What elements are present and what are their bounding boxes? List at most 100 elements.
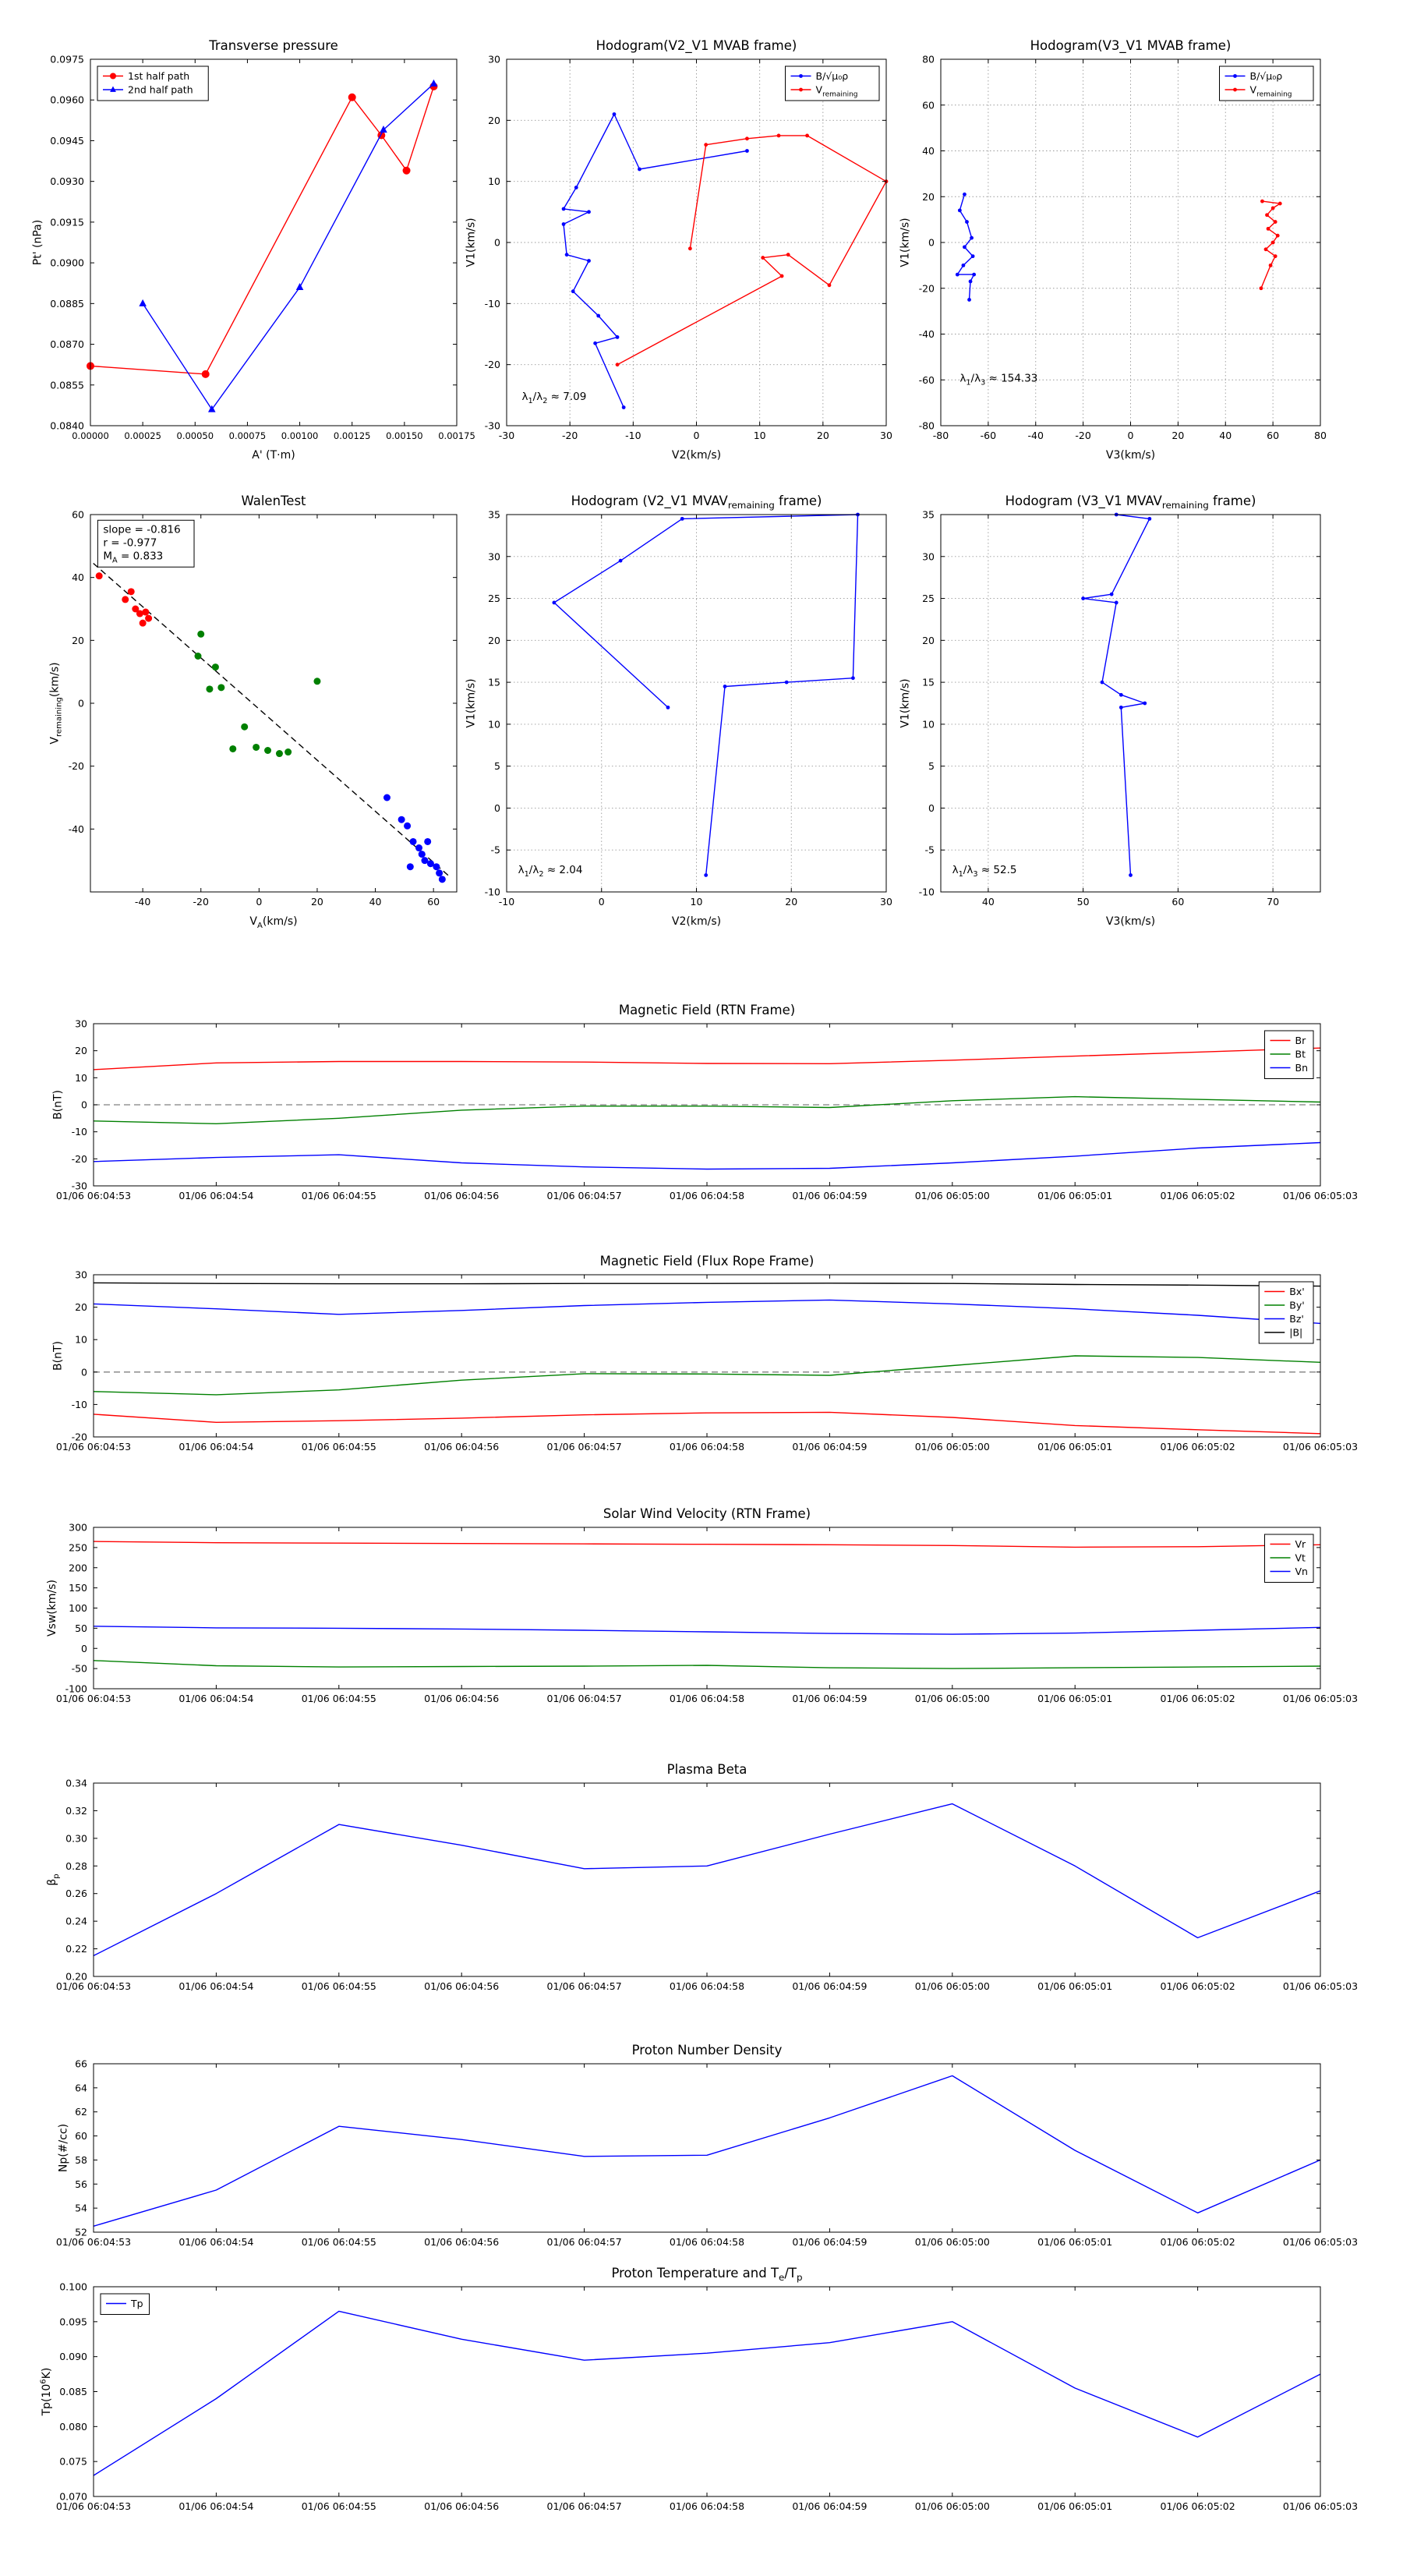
y-axis-label: Np(#/cc) bbox=[58, 2124, 70, 2172]
y-tick-label: -20 bbox=[72, 1431, 87, 1443]
axis-ticks: 01/06 06:04:53 01/06 06:04:54 01/06 06:04:… bbox=[56, 1269, 1358, 1453]
y-tick-label: -40 bbox=[69, 823, 84, 835]
series-first-half-points bbox=[95, 572, 153, 627]
legend-label: By' bbox=[1289, 1300, 1304, 1311]
axis-ticks: -80 -60 -40 -20 0 20 40 60 80 -80 -60 -40 -20 0 20 40 60… bbox=[919, 54, 1327, 442]
y-tick-label: 0.30 bbox=[65, 1832, 87, 1844]
x-tick-label: 30 bbox=[880, 430, 892, 441]
x-tick-label: 01/06 06:04:58 bbox=[670, 1693, 744, 1704]
x-tick-label: 20 bbox=[817, 430, 829, 441]
x-tick-label: 0 bbox=[256, 896, 262, 908]
y-tick-label: 0 bbox=[81, 1366, 87, 1378]
x-tick-label: 20 bbox=[311, 896, 323, 908]
y-tick-label: 20 bbox=[72, 635, 84, 646]
x-tick-label: 20 bbox=[1172, 430, 1184, 441]
y-tick-label: 0.100 bbox=[59, 2281, 87, 2293]
y-tick-label: 0.0975 bbox=[50, 54, 84, 65]
y-tick-label: 0.20 bbox=[65, 1971, 87, 1983]
x-tick-label: 01/06 06:05:02 bbox=[1161, 2236, 1235, 2248]
y-tick-label: 60 bbox=[922, 99, 935, 111]
panel-hodogram-v2v1-mvav: -10 0 10 20 30 -10 -5 0 5 10 15 20 25 30 35 Hodogram (V… bbox=[465, 494, 892, 928]
x-tick-label: 01/06 06:05:02 bbox=[1161, 1693, 1235, 1704]
y-tick-label: 20 bbox=[75, 1301, 87, 1313]
y-tick-label: 0.075 bbox=[59, 2456, 87, 2468]
x-tick-label: 01/06 06:05:01 bbox=[1037, 1441, 1112, 1453]
y-tick-label: 60 bbox=[72, 509, 84, 521]
y-tick-label: -20 bbox=[72, 1153, 87, 1165]
legend-label: Vt bbox=[1295, 1552, 1306, 1564]
x-tick-label: -30 bbox=[499, 430, 514, 441]
x-axis-label: A' (T·m) bbox=[252, 449, 295, 462]
chart-title: Proton Temperature and Te/Tp bbox=[611, 2266, 802, 2283]
x-tick-label: 01/06 06:05:00 bbox=[915, 1190, 990, 1201]
chart-title: Solar Wind Velocity (RTN Frame) bbox=[603, 1506, 811, 1521]
panel-hodogram-v2v1-mvab: -30 -20 -10 0 10 20 30 -30 -20 -10 0 10 20 30 Hodogram… bbox=[465, 38, 892, 462]
x-tick-label: 01/06 06:04:59 bbox=[792, 1980, 867, 1992]
legend: B/√μ₀ρ Vremaining bbox=[785, 65, 880, 101]
x-tick-label: 10 bbox=[754, 430, 766, 441]
y-tick-label: -20 bbox=[485, 359, 500, 370]
x-tick-label: 60 bbox=[1267, 430, 1279, 441]
x-tick-label: 01/06 06:05:00 bbox=[915, 2236, 990, 2248]
x-tick-label: 01/06 06:04:59 bbox=[792, 2236, 867, 2248]
x-tick-label: 01/06 06:05:01 bbox=[1037, 2500, 1112, 2512]
y-tick-label: 40 bbox=[72, 571, 84, 583]
x-tick-label: -20 bbox=[562, 430, 578, 441]
x-tick-label: 0.00025 bbox=[124, 430, 161, 441]
annotation-text: MA = 0.833 bbox=[103, 550, 163, 564]
y-tick-label: 64 bbox=[75, 2082, 87, 2093]
panel-transverse-pressure: 0.00000 0.00025 0.00050 0.00075 0.00100 0.001… bbox=[32, 38, 475, 462]
axis-ticks: 40 50 60 70 -10 -5 0 5 10 15 20 25 30 35 bbox=[919, 509, 1320, 908]
y-tick-label: 30 bbox=[75, 1269, 87, 1281]
x-tick-label: 60 bbox=[427, 896, 440, 908]
x-tick-label: 0.00100 bbox=[281, 430, 319, 441]
legend-label: Bz' bbox=[1289, 1313, 1304, 1325]
x-tick-label: -10 bbox=[625, 430, 641, 441]
series-br bbox=[93, 1047, 1321, 1070]
annotation: λ1/λ2 ≈ 2.04 bbox=[518, 864, 583, 879]
y-tick-label: -5 bbox=[491, 844, 500, 856]
y-tick-label: 80 bbox=[922, 54, 935, 65]
y-tick-label: 35 bbox=[922, 509, 935, 521]
x-tick-label: 01/06 06:04:58 bbox=[670, 1980, 744, 1992]
y-tick-label: 0 bbox=[928, 237, 935, 249]
y-axis-label: Vsw(km/s) bbox=[46, 1580, 58, 1637]
x-tick-label: -60 bbox=[981, 430, 996, 441]
y-tick-label: 25 bbox=[488, 593, 500, 604]
series-vr bbox=[93, 1541, 1321, 1548]
y-tick-label: 30 bbox=[75, 1018, 87, 1030]
series-by- bbox=[93, 1355, 1321, 1396]
y-tick-label: 50 bbox=[75, 1622, 87, 1634]
axis-ticks: 01/06 06:04:53 01/06 06:04:54 01/06 06:04:… bbox=[56, 1778, 1358, 1993]
x-tick-label: 01/06 06:04:55 bbox=[302, 2500, 376, 2512]
x-tick-label: 01/06 06:05:03 bbox=[1283, 1441, 1358, 1453]
series-fit-line bbox=[93, 562, 451, 879]
y-tick-label: -50 bbox=[72, 1663, 87, 1675]
series-bn bbox=[93, 1141, 1321, 1170]
x-tick-label: -40 bbox=[1028, 430, 1044, 441]
y-tick-label: 30 bbox=[922, 550, 935, 562]
chart-title: Proton Number Density bbox=[632, 2043, 783, 2058]
y-tick-label: 0.080 bbox=[59, 2421, 87, 2433]
x-tick-label: 01/06 06:04:57 bbox=[547, 1980, 622, 1992]
series-b-over-sqrt-mu0-rho bbox=[955, 192, 977, 302]
legend-label: 2nd half path bbox=[128, 84, 193, 96]
x-tick-label: 01/06 06:04:53 bbox=[56, 1441, 131, 1453]
y-axis-label: Vremaining(km/s) bbox=[48, 662, 63, 744]
chart-title: Hodogram (V2_V1 MVAVremaining frame) bbox=[571, 494, 822, 511]
x-tick-label: 01/06 06:04:57 bbox=[547, 2236, 622, 2248]
y-tick-label: 0.0870 bbox=[50, 338, 84, 350]
series-vt bbox=[93, 1660, 1321, 1669]
annotation-text: λ1/λ3 ≈ 52.5 bbox=[952, 864, 1017, 879]
series-beta-p bbox=[93, 1803, 1321, 1957]
legend-label: Vn bbox=[1295, 1566, 1308, 1577]
x-tick-label: 01/06 06:05:02 bbox=[1161, 2500, 1235, 2512]
y-tick-label: -20 bbox=[919, 282, 935, 294]
series-v-remaining-hodogram bbox=[1081, 512, 1152, 877]
x-tick-label: 01/06 06:04:54 bbox=[178, 2500, 253, 2512]
x-tick-label: 01/06 06:04:57 bbox=[547, 1441, 622, 1453]
y-tick-label: -10 bbox=[72, 1399, 87, 1410]
y-tick-label: 10 bbox=[75, 1072, 87, 1084]
y-tick-label: 20 bbox=[488, 635, 500, 646]
